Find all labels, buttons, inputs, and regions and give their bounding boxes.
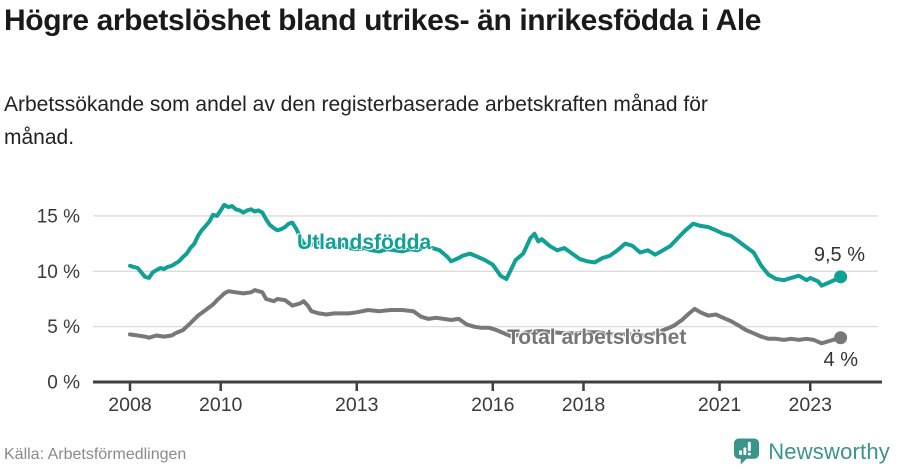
brand-lockup: Newsworthy	[733, 437, 890, 466]
y-axis-tick-label: 10 %	[37, 262, 80, 283]
y-axis-tick-label: 5 %	[47, 317, 80, 338]
series-end-dot-total	[834, 331, 848, 345]
source-note: Källa: Arbetsförmedlingen	[4, 446, 187, 463]
x-axis-tick-label: 2023	[789, 394, 832, 416]
series-line-utlandsfodda	[128, 202, 843, 288]
end-value-label-total: 4 %	[823, 349, 858, 371]
x-axis-tick-label: 2013	[335, 394, 378, 416]
series-label-total-arbetsloshet: Total arbetslöshet	[507, 326, 687, 349]
brand-name: Newsworthy	[768, 438, 890, 464]
chart-title: Högre arbetslöshet bland utrikes- än inr…	[4, 4, 762, 37]
newsworthy-speech-bubble-chart-icon	[734, 438, 760, 465]
series-label-utlandsfodda: Utlandsfödda	[297, 231, 432, 254]
series-line-total	[128, 288, 843, 346]
y-axis-tick-label: 15 %	[37, 206, 80, 227]
series-end-dot-utlandsfodda	[834, 270, 848, 284]
end-value-label-utlandsfodda: 9,5 %	[813, 244, 865, 266]
x-axis-tick-label: 2021	[698, 394, 741, 416]
x-axis-tick-label: 2008	[108, 394, 151, 416]
x-axis-tick-label: 2016	[471, 394, 514, 416]
chart-subtitle: Arbetssökande som andel av den registerb…	[4, 93, 708, 150]
x-axis-tick-label: 2010	[199, 394, 243, 416]
x-axis-tick-label: 2018	[562, 394, 605, 416]
y-axis-tick-label: 0 %	[47, 373, 80, 394]
